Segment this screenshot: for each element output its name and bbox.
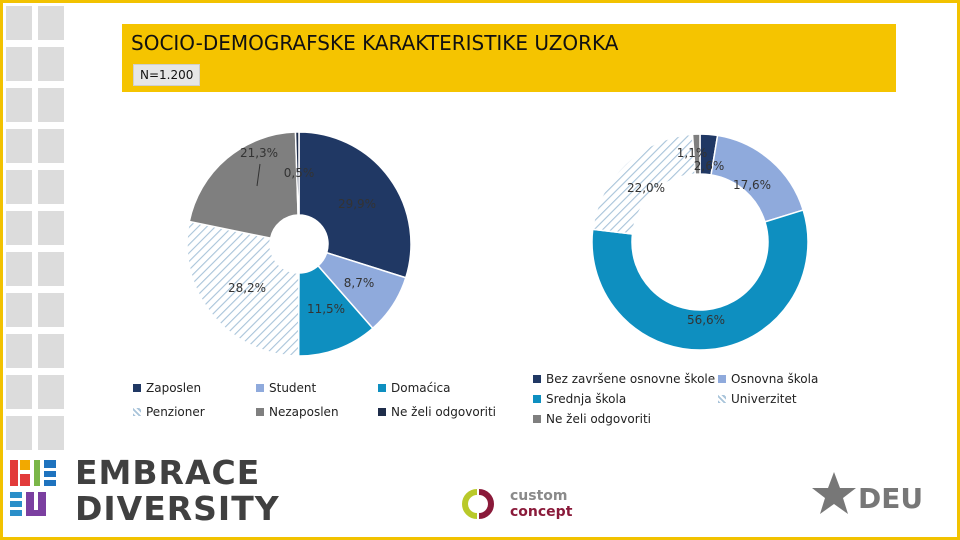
header-band: SOCIO-DEMOGRAFSKE KARAKTERISTIKE UZORKA … — [122, 24, 896, 92]
leader-line — [256, 163, 261, 187]
donut-slice-zaposlen — [298, 131, 412, 279]
legend-item-zaposlen: Zaposlen — [133, 381, 201, 395]
legend-swatch — [718, 375, 726, 383]
custom-concept-logo-mark — [462, 489, 494, 519]
data-label: 22,0% — [627, 181, 665, 195]
sidebar-block — [38, 47, 64, 81]
sidebar-block — [6, 334, 32, 368]
sidebar-block — [38, 211, 64, 245]
logo-text-line1: EMBRACE — [75, 453, 261, 492]
deu-logo-text: DEU — [858, 482, 923, 515]
donut-slice-ne-eli-odgovoriti — [294, 131, 300, 216]
logo-text-concept: concept — [510, 504, 573, 520]
sidebar-block — [6, 211, 32, 245]
legend-swatch — [533, 415, 541, 423]
data-label: 1,1% — [677, 146, 708, 160]
data-label: 0,5% — [284, 166, 315, 180]
sidebar-block — [38, 88, 64, 122]
sidebar-block — [6, 47, 32, 81]
donut-slice-nezaposlen — [188, 131, 299, 240]
legend-label: Osnovna škola — [731, 372, 819, 386]
legend-item-ne-zeli-edu: Ne želi odgovoriti — [533, 412, 651, 426]
sidebar-block — [6, 129, 32, 163]
sidebar-block — [38, 416, 64, 450]
sidebar-block — [6, 416, 32, 450]
data-label: 2,6% — [694, 159, 725, 173]
data-label: 29,9% — [338, 197, 376, 211]
legend-swatch — [133, 384, 141, 392]
legend-item-ne-zeli: Ne želi odgovoriti — [378, 405, 496, 419]
legend-item-penzioner: Penzioner — [133, 405, 205, 419]
education-donut — [591, 133, 809, 351]
sidebar-block — [6, 375, 32, 409]
legend-label: Nezaposlen — [269, 405, 339, 419]
embrace-diversity-logo: EMBRACE DIVERSITY — [75, 455, 280, 527]
donut-slice-ne-eli-odgovoriti — [691, 133, 701, 175]
legend-label: Zaposlen — [146, 381, 202, 395]
legend-label: Univerzitet — [731, 392, 797, 406]
legend-item-nezaposlen: Nezaposlen — [256, 405, 339, 419]
sidebar-block — [38, 6, 64, 40]
sidebar-block — [38, 252, 64, 286]
legend-label: Ne želi odgovoriti — [391, 405, 497, 419]
legend-item-domacica: Domaćica — [378, 381, 451, 395]
legend-label: Bez završene osnovne škole — [546, 372, 716, 386]
sidebar-pattern — [6, 6, 64, 450]
sidebar-block — [6, 252, 32, 286]
data-label: 28,2% — [228, 281, 266, 295]
legend-item-student: Student — [256, 381, 316, 395]
sidebar-block — [38, 375, 64, 409]
donut-slice-doma-ica — [297, 264, 374, 357]
sidebar-block — [6, 6, 32, 40]
data-labels: 29,9% 8,7% 11,5% 28,2% 21,3% 0,5% 2,6% 17,6% 56,… — [228, 146, 771, 327]
sidebar-block — [38, 334, 64, 368]
legend-label: Domaćica — [391, 381, 451, 395]
legend-swatch — [378, 384, 386, 392]
legend-item-bez-zavrsene: Bez završene osnovne škole — [533, 372, 715, 386]
logo-text-custom: custom — [510, 488, 568, 504]
legend-swatch — [533, 395, 541, 403]
sidebar-block — [38, 129, 64, 163]
sidebar-block — [6, 88, 32, 122]
custom-concept-logo: custom concept — [510, 488, 572, 520]
donut-slice-penzioner — [186, 220, 300, 357]
sidebar-block — [38, 170, 64, 204]
data-label: 8,7% — [344, 276, 375, 290]
sidebar-block — [6, 170, 32, 204]
data-label: 56,6% — [687, 313, 725, 327]
sidebar-block — [6, 293, 32, 327]
legend-swatch — [256, 408, 264, 416]
legend-swatch — [378, 408, 386, 416]
legend-item-osnovna: Osnovna škola — [718, 372, 818, 386]
page-title: SOCIO-DEMOGRAFSKE KARAKTERISTIKE UZORKA — [131, 31, 619, 55]
donut-slice-srednja-kola — [591, 209, 809, 351]
occupation-donut — [186, 131, 412, 357]
legend-label: Ne želi odgovoriti — [546, 412, 652, 426]
legend-item-srednja: Srednja škola — [533, 392, 626, 406]
sidebar-block — [38, 293, 64, 327]
legend-swatch — [256, 384, 264, 392]
logo-text-line2: DIVERSITY — [75, 489, 280, 528]
embrace-diversity-logo-mark — [10, 460, 56, 516]
data-label: 21,3% — [240, 146, 278, 160]
legend-label: Penzioner — [146, 405, 205, 419]
sample-size-badge: N=1.200 — [133, 64, 201, 86]
legend-swatch — [718, 395, 726, 403]
legend-label: Student — [269, 381, 317, 395]
deu-logo: DEU — [812, 472, 923, 515]
data-label: 17,6% — [733, 178, 771, 192]
legend-label: Srednja škola — [546, 392, 627, 406]
data-label: 11,5% — [307, 302, 345, 316]
legend-swatch — [133, 408, 141, 416]
legend-swatch — [533, 375, 541, 383]
legend-item-univerzitet: Univerzitet — [718, 392, 797, 406]
